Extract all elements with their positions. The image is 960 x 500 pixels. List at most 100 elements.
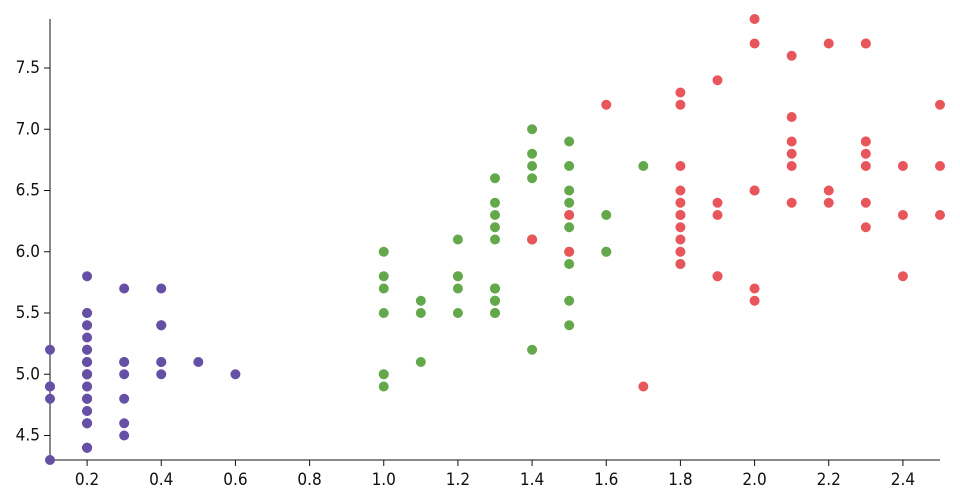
point — [601, 210, 612, 220]
point — [749, 283, 760, 294]
point — [82, 381, 93, 392]
point — [45, 344, 55, 355]
point — [378, 308, 389, 318]
point — [935, 161, 945, 171]
point — [490, 295, 500, 306]
point — [82, 308, 93, 318]
point — [82, 442, 93, 453]
point — [82, 393, 93, 404]
point — [675, 222, 686, 233]
point — [823, 185, 834, 196]
point — [860, 161, 871, 171]
point — [749, 14, 760, 24]
point — [82, 320, 93, 331]
y-tick-label: 4.5 — [16, 426, 40, 446]
point — [415, 357, 426, 367]
x-tick-label: 1.6 — [594, 470, 618, 490]
point — [860, 197, 871, 208]
x-tick-label: 2.0 — [742, 470, 766, 490]
point — [378, 271, 389, 282]
point — [564, 210, 575, 220]
point — [823, 197, 834, 208]
point — [675, 197, 686, 208]
point — [897, 271, 908, 282]
point — [156, 357, 167, 367]
point — [378, 283, 389, 294]
point — [860, 38, 871, 49]
point — [860, 222, 871, 233]
point — [490, 222, 500, 233]
point — [156, 283, 167, 294]
point — [156, 369, 167, 380]
point — [823, 38, 834, 49]
point — [786, 136, 797, 147]
point — [712, 210, 723, 220]
point — [82, 271, 93, 282]
point — [564, 259, 575, 269]
point — [675, 234, 686, 245]
point — [749, 185, 760, 196]
point — [490, 234, 500, 245]
point — [860, 148, 871, 159]
point — [712, 75, 723, 86]
point — [527, 148, 538, 159]
x-tick-label: 1.4 — [520, 470, 544, 490]
y-tick-label: 7.0 — [16, 119, 40, 139]
point — [786, 50, 797, 61]
point — [119, 393, 130, 404]
point — [675, 246, 686, 257]
y-tick-label: 7.5 — [16, 58, 40, 78]
point — [675, 259, 686, 269]
y-tick-label: 6.0 — [16, 242, 40, 262]
point — [490, 308, 500, 318]
point — [119, 283, 130, 294]
point — [490, 210, 500, 220]
point — [564, 320, 575, 331]
x-tick-label: 2.2 — [817, 470, 841, 490]
point — [378, 246, 389, 257]
point — [82, 369, 93, 380]
y-tick-label: 6.5 — [16, 181, 40, 201]
point — [564, 222, 575, 233]
point — [786, 161, 797, 171]
x-tick-label: 0.6 — [223, 470, 247, 490]
point — [527, 124, 538, 135]
point — [527, 344, 538, 355]
point — [935, 210, 945, 220]
point — [82, 406, 93, 416]
point — [45, 455, 55, 465]
x-tick-label: 2.4 — [891, 470, 915, 490]
point — [564, 295, 575, 306]
point — [601, 246, 612, 257]
point — [45, 381, 55, 392]
point — [490, 197, 500, 208]
point — [564, 185, 575, 196]
point — [82, 332, 93, 343]
point — [378, 381, 389, 392]
point — [378, 369, 389, 380]
point — [527, 161, 538, 171]
point — [490, 173, 500, 184]
point — [712, 271, 723, 282]
point — [638, 381, 649, 392]
point — [712, 197, 723, 208]
point — [119, 369, 130, 380]
y-tick-label: 5.5 — [16, 303, 40, 323]
point — [786, 112, 797, 122]
point — [452, 308, 463, 318]
point — [897, 161, 908, 171]
point — [119, 430, 130, 441]
x-tick-label: 1.0 — [372, 470, 396, 490]
point — [193, 357, 204, 367]
point — [564, 246, 575, 257]
x-tick-label: 0.4 — [149, 470, 173, 490]
point — [452, 271, 463, 282]
point — [749, 295, 760, 306]
x-tick-label: 0.2 — [75, 470, 99, 490]
y-tick-label: 5.0 — [16, 364, 40, 384]
x-tick-label: 1.8 — [668, 470, 692, 490]
x-tick-label: 1.2 — [446, 470, 470, 490]
x-tick-label: 0.8 — [297, 470, 321, 490]
point — [452, 234, 463, 245]
point — [527, 173, 538, 184]
